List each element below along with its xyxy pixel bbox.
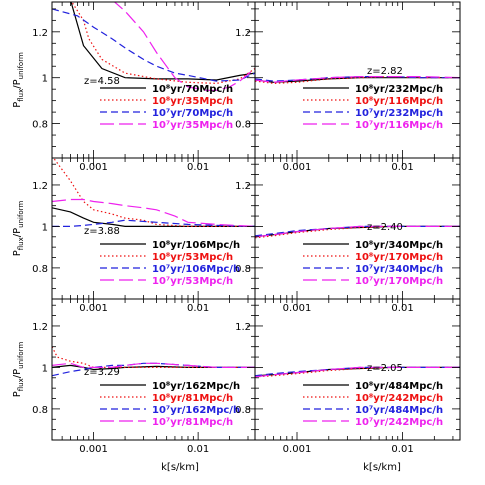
legend-label-4: 10⁷yr/35Mpc/h [152, 120, 233, 131]
series-line-3 [255, 366, 460, 377]
legend-label-3: 10⁷yr/70Mpc/h [152, 108, 233, 119]
series-line-4 [113, 2, 255, 91]
y-tick-label: 0.8 [235, 264, 251, 275]
series-line-3 [255, 76, 460, 82]
legend-label-3: 10⁷yr/340Mpc/h [355, 264, 443, 275]
panel-5: 0.8 1 1.2 0.001 0.01 0.001 0.01 z=3.29 10⁸yr/162… [12, 298, 256, 455]
legend-label-4: 10⁷yr/53Mpc/h [152, 276, 233, 287]
x-tick-label: 0.01 [187, 162, 209, 173]
panel-frame [254, 298, 461, 441]
redshift-label: z=2.40 [367, 222, 403, 233]
series-line-3 [52, 219, 255, 227]
panel-4: 0.8 1.2 0.001 0.01 z=2.40 10⁸yr/340Mpc/h10⁸yr… [235, 157, 461, 300]
y-tick-label: 1 [42, 363, 48, 374]
redshift-label: z=2.05 [367, 363, 403, 374]
x-tick-label: 0.001 [79, 444, 108, 455]
axis-titles: k[s/km] k[s/km] [161, 462, 401, 473]
legend-label-1: 10⁸yr/340Mpc/h [355, 240, 443, 251]
x-axis-title-left: k[s/km] [161, 462, 199, 473]
x-tick-label: 0.001 [79, 162, 108, 173]
x-tick-label: 0.001 [283, 444, 312, 455]
x-tick-label: 0.001 [283, 303, 312, 314]
legend-label-2: 10⁸yr/116Mpc/h [355, 96, 443, 107]
y-tick-label: 1.2 [235, 322, 251, 333]
y-tick-label: 0.8 [235, 405, 251, 416]
redshift-label: z=4.58 [84, 76, 120, 87]
series-line-4 [52, 362, 255, 368]
x-tick-label: 0.001 [79, 303, 108, 314]
series-line-4 [255, 76, 460, 83]
series-line-1 [255, 225, 460, 238]
panel-2: 0.8 1.2 z=2.82 10⁸yr/232Mpc/h10⁸yr/116Mpc/h… [235, 1, 461, 159]
legend-label-4: 10⁷yr/170Mpc/h [355, 276, 443, 287]
legend-label-3: 10⁷yr/232Mpc/h [355, 108, 443, 119]
series-line-3 [52, 8, 255, 82]
series-line-1 [52, 207, 255, 227]
legend-label-1: 10⁸yr/232Mpc/h [355, 84, 443, 95]
legend-label-3: 10⁷yr/484Mpc/h [355, 405, 443, 416]
x-tick-label: 0.01 [187, 444, 209, 455]
legend-label-1: 10⁸yr/106Mpc/h [152, 240, 240, 251]
y-tick-label: 0.8 [235, 120, 251, 131]
series-line-2 [52, 158, 255, 227]
series-line-4 [255, 225, 460, 238]
legend-label-1: 10⁸yr/484Mpc/h [355, 381, 443, 392]
y-tick-label: 1 [42, 222, 48, 233]
legend-label-2: 10⁸yr/170Mpc/h [355, 252, 443, 263]
legend-label-4: 10⁷yr/242Mpc/h [355, 417, 443, 428]
series-line-3 [52, 362, 255, 377]
legend-label-1: 10⁸yr/70Mpc/h [152, 84, 233, 95]
y-tick-label: 1.2 [32, 322, 48, 333]
x-tick-label: 0.001 [283, 162, 312, 173]
x-tick-label: 0.01 [391, 444, 413, 455]
y-axis-title: Pflux/Puniform [12, 52, 25, 108]
redshift-label: z=2.82 [367, 66, 403, 77]
legend-label-2: 10⁸yr/53Mpc/h [152, 252, 233, 263]
y-tick-label: 1.2 [235, 181, 251, 192]
y-tick-label: 1.2 [32, 181, 48, 192]
panel-1: 0.811.2z=4.5810⁸yr/70Mpc/h10⁸yr/35Mpc/h1… [12, 1, 256, 159]
series-line-1 [70, 2, 255, 81]
x-tick-label: 0.01 [391, 303, 413, 314]
series-line-1 [255, 366, 460, 377]
legend-label-3: 10⁷yr/162Mpc/h [152, 405, 240, 416]
y-axis-title: Pflux/Puniform [12, 342, 25, 398]
legend-label-4: 10⁷yr/116Mpc/h [355, 120, 443, 131]
panel-frame [51, 1, 256, 159]
y-tick-label: 0.8 [32, 405, 48, 416]
y-tick-label: 1.2 [32, 28, 48, 39]
legend-label-3: 10⁷yr/106Mpc/h [152, 264, 240, 275]
y-tick-label: 0.8 [32, 120, 48, 131]
legend-label-2: 10⁸yr/35Mpc/h [152, 96, 233, 107]
panel-3: 0.8 1 1.2 0.001 0.01 z=3.88 10⁸yr/106Mpc/h10⁸y… [12, 157, 256, 300]
y-tick-label: 1 [42, 74, 48, 85]
series-line-4 [52, 198, 255, 227]
x-tick-label: 0.01 [187, 303, 209, 314]
panel-frame [254, 1, 461, 159]
y-tick-label: 1.2 [235, 28, 251, 39]
series-line-4 [255, 366, 460, 378]
panels: 0.811.2z=4.5810⁸yr/70Mpc/h10⁸yr/35Mpc/h1… [12, 1, 461, 455]
redshift-label: z=3.29 [84, 367, 120, 378]
y-tick-label: 0.8 [32, 264, 48, 275]
x-axis-title-right: k[s/km] [363, 462, 401, 473]
series-line-3 [255, 225, 460, 237]
y-axis-title: Pflux/Puniform [12, 201, 25, 257]
legend-label-2: 10⁸yr/242Mpc/h [355, 393, 443, 404]
series-line-2 [71, 2, 255, 85]
series-line-2 [52, 346, 255, 368]
redshift-label: z=3.88 [84, 226, 120, 237]
x-tick-label: 0.01 [391, 162, 413, 173]
series-line-1 [52, 364, 255, 371]
legend-label-1: 10⁸yr/162Mpc/h [152, 381, 240, 392]
legend-label-4: 10⁷yr/81Mpc/h [152, 417, 233, 428]
legend-label-2: 10⁸yr/81Mpc/h [152, 393, 233, 404]
panel-6: 0.8 1.2 0.001 0.01 0.001 0.01 z=2.05 10⁸yr/484M… [235, 298, 461, 455]
